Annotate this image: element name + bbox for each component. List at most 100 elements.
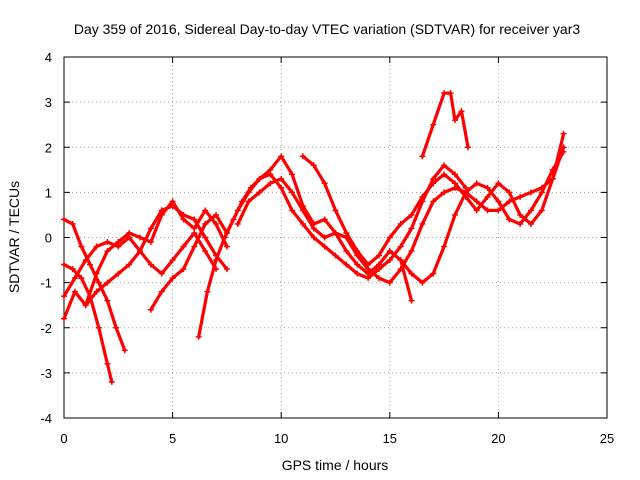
data-point — [332, 252, 339, 259]
data-point — [147, 261, 154, 268]
data-point — [441, 243, 448, 250]
series-track-c — [61, 261, 115, 385]
data-point — [495, 180, 502, 187]
data-point — [430, 121, 437, 128]
data-point — [239, 198, 246, 205]
x-tick-label: 25 — [600, 431, 614, 446]
series-line — [62, 217, 127, 352]
data-point — [408, 211, 415, 218]
data-point — [419, 220, 426, 227]
data-point — [451, 180, 458, 187]
data-point — [78, 275, 85, 282]
data-point — [180, 243, 187, 250]
data-point — [495, 198, 502, 205]
data-point — [191, 216, 198, 223]
data-point — [299, 207, 306, 214]
data-point — [69, 220, 76, 227]
data-point — [408, 248, 415, 255]
data-point — [195, 333, 202, 340]
data-point — [495, 207, 502, 214]
x-tick-label: 0 — [60, 431, 67, 446]
data-point — [473, 198, 480, 205]
data-point — [202, 248, 209, 255]
data-point — [386, 257, 393, 264]
data-point — [289, 189, 296, 196]
y-tick-label: -1 — [40, 276, 52, 291]
data-point — [386, 234, 393, 241]
data-point — [484, 207, 491, 214]
y-tick-label: 3 — [45, 95, 52, 110]
series-track-e — [82, 202, 230, 309]
data-point — [169, 257, 176, 264]
data-point — [343, 261, 350, 268]
data-point — [126, 261, 133, 268]
data-point — [158, 207, 165, 214]
y-tick-label: -4 — [40, 411, 52, 426]
data-point — [202, 234, 209, 241]
data-point — [527, 207, 534, 214]
data-point — [213, 220, 220, 227]
x-tick-label: 5 — [169, 431, 176, 446]
data-point — [202, 220, 209, 227]
data-point — [430, 180, 437, 187]
data-point — [113, 324, 120, 331]
data-point — [204, 288, 211, 295]
data-point — [289, 171, 296, 178]
data-point — [397, 243, 404, 250]
data-point — [386, 248, 393, 255]
x-axis-label: GPS time / hours — [282, 457, 389, 473]
data-point — [375, 275, 382, 282]
x-tick-label: 10 — [274, 431, 288, 446]
data-point — [484, 193, 491, 200]
data-point — [430, 198, 437, 205]
data-point — [230, 216, 237, 223]
data-point — [278, 153, 285, 160]
data-point — [354, 261, 361, 268]
data-point — [104, 248, 111, 255]
data-point — [191, 229, 198, 236]
data-point — [365, 261, 372, 268]
data-point — [289, 207, 296, 214]
data-point — [447, 90, 454, 97]
series-markers — [82, 202, 230, 309]
series-markers — [419, 90, 471, 160]
data-point — [234, 220, 241, 227]
data-point — [408, 297, 415, 304]
y-axis-label: SDTVAR / TECUs — [6, 181, 22, 293]
data-point — [93, 243, 100, 250]
data-point — [95, 279, 102, 286]
data-point — [93, 288, 100, 295]
data-point — [386, 279, 393, 286]
y-tick-label: 4 — [45, 50, 52, 65]
data-point — [169, 275, 176, 282]
data-point — [506, 189, 513, 196]
series-line — [399, 150, 566, 285]
data-point — [147, 225, 154, 232]
data-point — [527, 189, 534, 196]
data-point — [310, 162, 317, 169]
data-point — [332, 207, 339, 214]
data-point — [375, 261, 382, 268]
data-point — [104, 297, 111, 304]
data-point — [375, 252, 382, 259]
data-point — [202, 207, 209, 214]
series-markers — [299, 130, 567, 268]
data-point — [560, 130, 567, 137]
data-point — [278, 184, 285, 191]
data-point — [69, 266, 76, 273]
data-point — [278, 175, 285, 182]
y-tick-label: -3 — [40, 366, 52, 381]
y-tick-label: 1 — [45, 185, 52, 200]
data-point — [397, 266, 404, 273]
data-point — [506, 198, 513, 205]
data-point — [104, 360, 111, 367]
data-point — [95, 324, 102, 331]
data-point — [78, 243, 85, 250]
data-point — [549, 175, 556, 182]
y-tick-label: -2 — [40, 321, 52, 336]
data-point — [299, 220, 306, 227]
data-point — [169, 202, 176, 209]
data-point — [267, 166, 274, 173]
data-point — [527, 220, 534, 227]
